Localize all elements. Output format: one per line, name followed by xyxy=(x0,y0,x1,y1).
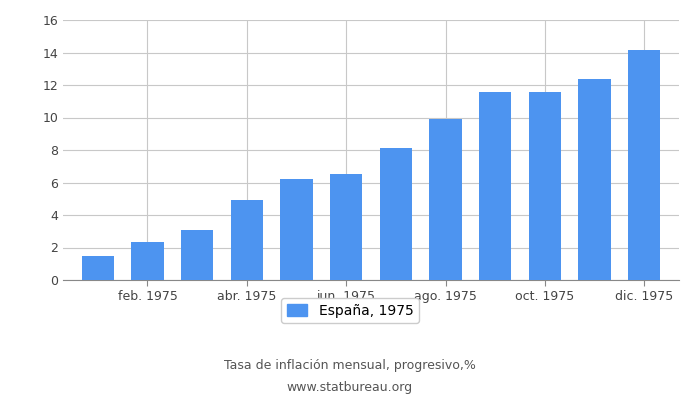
Bar xyxy=(181,230,214,280)
Bar xyxy=(528,92,561,280)
Bar xyxy=(479,92,511,280)
Bar xyxy=(132,242,164,280)
Text: www.statbureau.org: www.statbureau.org xyxy=(287,382,413,394)
Bar xyxy=(628,50,660,280)
Bar xyxy=(429,119,462,280)
Legend: España, 1975: España, 1975 xyxy=(281,298,419,323)
Bar xyxy=(330,174,363,280)
Text: Tasa de inflación mensual, progresivo,%: Tasa de inflación mensual, progresivo,% xyxy=(224,360,476,372)
Bar xyxy=(578,79,610,280)
Bar xyxy=(280,179,313,280)
Bar xyxy=(231,200,263,280)
Bar xyxy=(82,256,114,280)
Bar xyxy=(379,148,412,280)
